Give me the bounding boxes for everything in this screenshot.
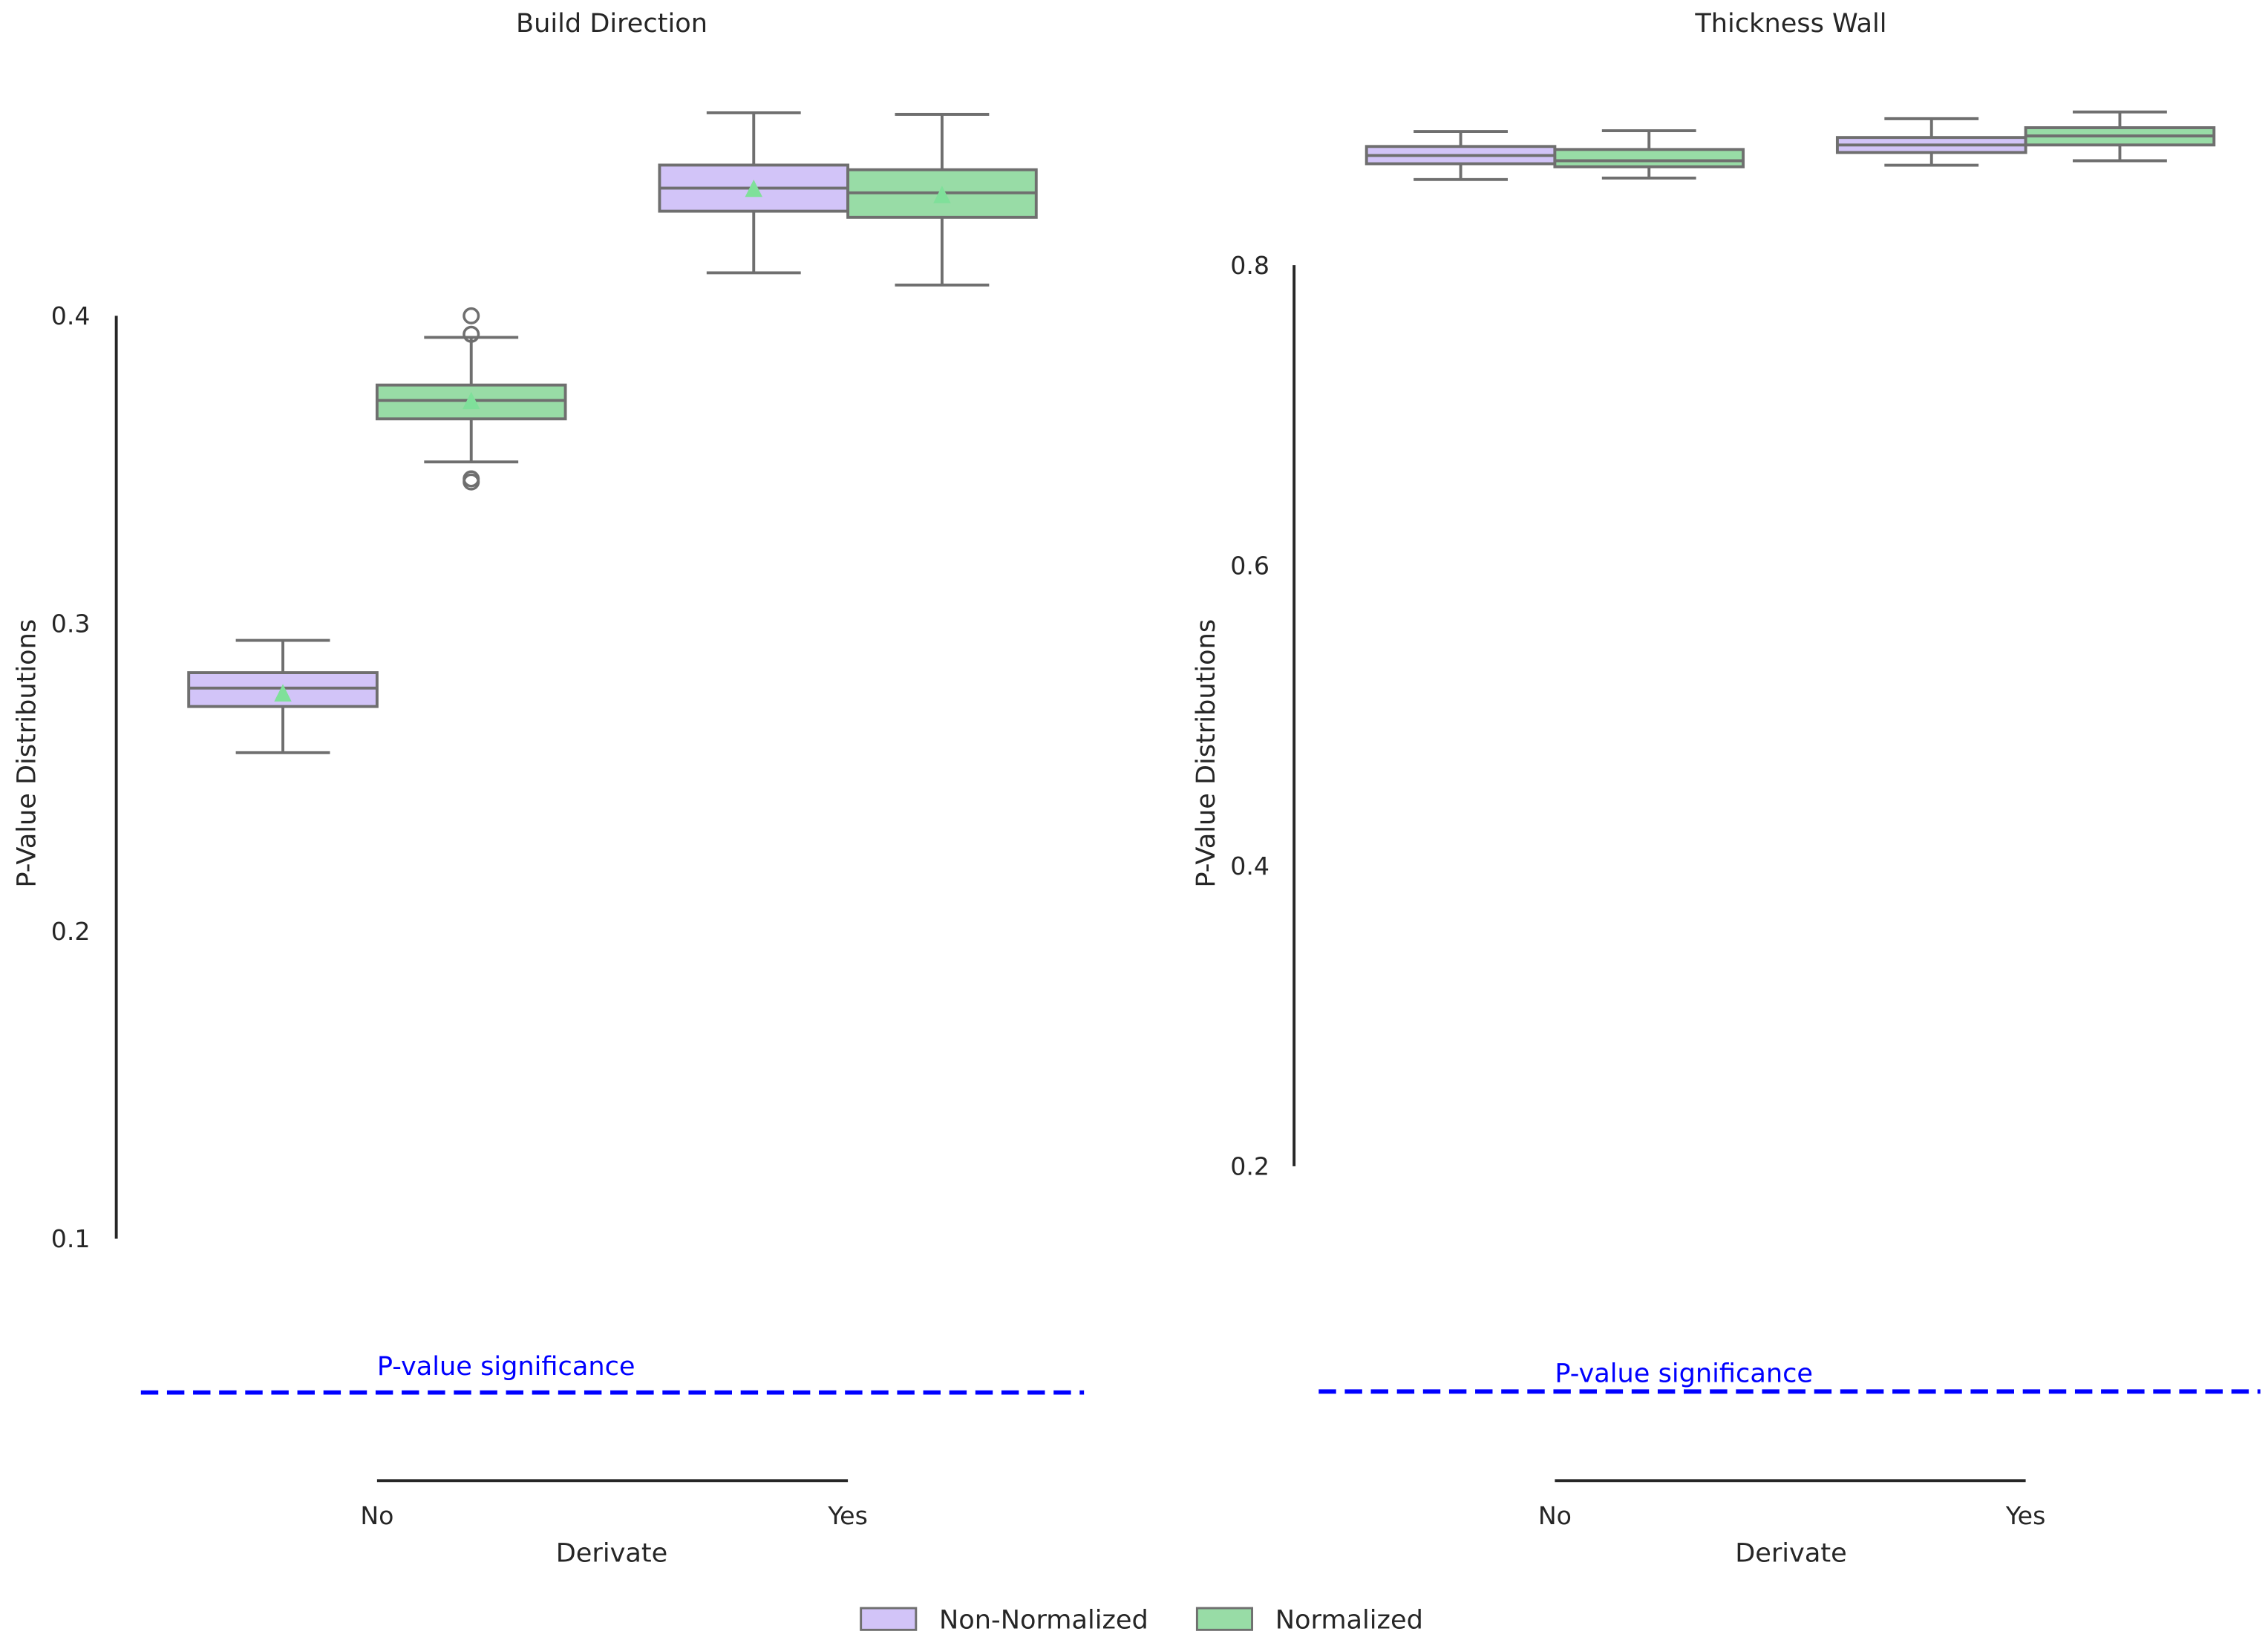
threshold-label: P-value significance	[1555, 1359, 1813, 1389]
panel-build-direction: Build Direction P-Value Distributions De…	[11, 8, 1085, 1569]
mean-marker	[745, 179, 762, 197]
y-tick-label: 0.2	[51, 917, 91, 946]
legend: Non-Normalized Normalized	[860, 1604, 1423, 1635]
box-non-normalized-no	[187, 638, 379, 754]
y-tick-label: 0.3	[51, 609, 91, 638]
y-tick-label: 0.2	[1230, 1152, 1269, 1181]
outlier-point	[463, 307, 480, 324]
box-normalized-no	[1553, 129, 1745, 180]
x-tick-label: No	[360, 1501, 393, 1530]
box-non-normalized-no	[1365, 130, 1557, 181]
y-tick-label: 0.8	[1230, 251, 1269, 280]
box-non-normalized-yes	[1835, 117, 2027, 167]
legend-label-non-normalized: Non-Normalized	[939, 1604, 1148, 1635]
box-normalized-yes	[2024, 110, 2216, 163]
threshold-label: P-value significance	[377, 1351, 635, 1382]
box-non-normalized-yes	[658, 111, 850, 275]
y-axis-label: P-Value Distributions	[11, 619, 42, 888]
x-tick-label: Yes	[2005, 1501, 2046, 1530]
mean-marker	[274, 684, 292, 702]
x-axis-label: Derivate	[556, 1538, 667, 1569]
y-tick-label: 0.1	[51, 1224, 91, 1253]
panel-title: Build Direction	[516, 8, 707, 39]
outlier-point	[463, 473, 480, 491]
y-tick-label: 0.4	[51, 301, 91, 330]
mean-marker	[933, 186, 951, 203]
mean-marker	[463, 391, 480, 410]
outlier-point	[463, 325, 480, 343]
y-tick-label: 0.6	[1230, 551, 1269, 580]
legend-label-normalized: Normalized	[1275, 1604, 1423, 1635]
box-iqr	[1553, 148, 1745, 169]
x-axis-label: Derivate	[1735, 1538, 1846, 1569]
x-tick-label: No	[1538, 1501, 1572, 1530]
x-tick-label: Yes	[827, 1501, 868, 1530]
legend-swatch-normalized	[1195, 1607, 1254, 1631]
y-axis-label: P-Value Distributions	[1191, 619, 1221, 888]
panel-thickness-wall: Thickness Wall P-Value Distributions Der…	[1191, 8, 2261, 1569]
box-normalized-no	[375, 307, 567, 491]
y-tick-label: 0.4	[1230, 852, 1269, 881]
panel-title: Thickness Wall	[1694, 8, 1886, 39]
legend-swatch-non-normalized	[860, 1607, 918, 1631]
box-normalized-yes	[846, 113, 1038, 287]
